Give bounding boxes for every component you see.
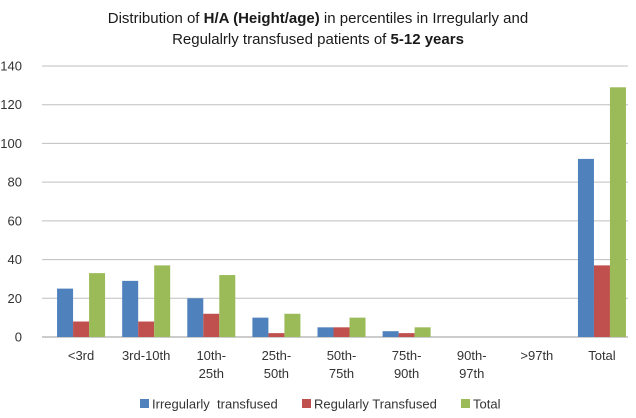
x-tick-label: 90th- [457,348,487,363]
x-tick-label: 3rd-10th [122,348,170,363]
bar-total-0 [89,273,106,337]
x-tick-label: 25th [199,366,224,381]
legend-label: Irregularly transfused [152,397,278,412]
legend-label: Total [473,397,501,412]
y-tick-label: 100 [0,136,22,151]
legend-swatch [461,399,470,408]
x-tick-label: <3rd [68,348,94,363]
x-tick-label: 10th- [196,348,226,363]
y-tick-label: 60 [8,213,22,228]
x-tick-label: 50th [264,366,289,381]
legend-label: Regularly Transfused [314,397,437,412]
y-tick-label: 40 [8,252,22,267]
bar-total-1 [154,265,171,337]
bar-regularly-transfused-5 [398,333,415,337]
bar-irregularly-transfused-1 [122,280,139,337]
x-tick-label: 75th- [392,348,422,363]
y-tick-label: 120 [0,97,22,112]
x-tick-label: 25th- [262,348,292,363]
x-axis-labels: <3rd 3rd-10th 10th- 25th 25th- 50th 50th- 75th 7… [68,348,616,381]
x-tick-label: Total [588,348,616,363]
bar-irregularly-transfused-8 [577,158,594,337]
y-tick-label: 140 [0,59,22,74]
bar-total-8 [609,87,626,338]
x-tick-label: 90th [394,366,419,381]
bar-irregularly-transfused-5 [382,331,399,337]
chart-title-line2: Regulalrly transfused patients of 5-12 y… [172,31,464,48]
bar-total-3 [284,313,301,337]
bar-total-2 [219,275,236,337]
legend-swatch [140,399,149,408]
chart-title-line1: Distribution of H/A (Height/age) in perc… [108,10,528,27]
bar-irregularly-transfused-4 [317,327,334,337]
y-tick-label: 20 [8,291,22,306]
bar-regularly-transfused-3 [268,333,285,337]
bar-regularly-transfused-0 [73,321,90,337]
bar-irregularly-transfused-2 [187,298,204,337]
bar-regularly-transfused-1 [138,321,155,337]
bar-total-5 [414,327,431,337]
legend-swatch [302,399,311,408]
bars [57,87,626,338]
bar-irregularly-transfused-3 [252,317,269,337]
x-tick-label: 50th- [327,348,357,363]
y-axis-ticks: 0 20 40 60 80 100 120 140 [0,59,22,345]
bar-total-4 [349,317,366,337]
x-tick-label: 97th [459,366,484,381]
bar-regularly-transfused-2 [203,313,220,337]
y-tick-label: 80 [8,175,22,190]
bar-irregularly-transfused-0 [57,288,74,337]
gridlines [42,65,628,338]
bar-regularly-transfused-8 [593,265,610,337]
bar-regularly-transfused-4 [333,327,350,337]
x-tick-label: >97th [520,348,553,363]
legend: Irregularly transfused Regularly Transfus… [140,397,501,412]
x-tick-label: 75th [329,366,354,381]
y-tick-label: 0 [15,330,22,345]
